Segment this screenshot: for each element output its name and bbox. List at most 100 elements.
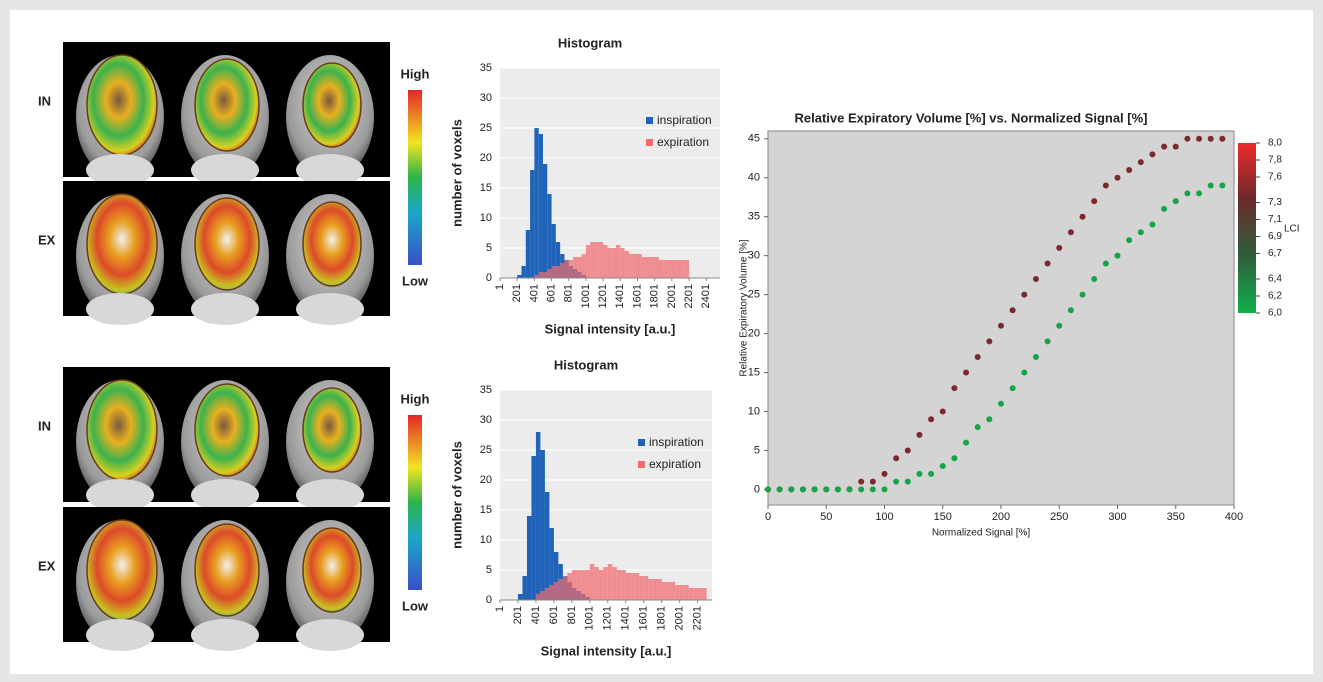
- histogram-bar: [634, 573, 640, 600]
- colorbar-tick-label: 7,3: [1268, 197, 1282, 208]
- scatter-point: [1207, 135, 1214, 142]
- legend-swatch: [638, 439, 645, 446]
- histogram-bar: [538, 272, 543, 278]
- scatter-point: [951, 455, 958, 462]
- lung-map: [194, 523, 260, 617]
- x-tick-label: 1801: [656, 606, 668, 630]
- scatter-point: [998, 400, 1004, 407]
- histogram-bar: [544, 492, 550, 600]
- scatter-point: [1091, 198, 1098, 205]
- scatter-point: [869, 478, 876, 485]
- legend-swatch: [646, 139, 653, 146]
- scatter-point: [893, 478, 900, 485]
- scatter-point: [1056, 322, 1063, 329]
- scatter-point: [1172, 198, 1179, 205]
- row-label: IN: [38, 418, 51, 433]
- scatter-point: [916, 431, 923, 438]
- histogram-bar: [598, 570, 604, 600]
- y-tick-label: 20: [748, 327, 760, 339]
- histogram-bar: [562, 576, 568, 600]
- histogram-bar: [616, 245, 621, 278]
- scatter-point: [893, 455, 900, 462]
- histogram-bar: [564, 260, 569, 278]
- histogram-bar: [540, 450, 545, 600]
- histogram-bar: [633, 254, 638, 278]
- y-tick-label: 20: [480, 152, 492, 164]
- histogram-bar: [571, 570, 577, 600]
- histogram-bar: [693, 588, 698, 600]
- histogram-bar: [684, 585, 689, 600]
- scatter-point: [823, 486, 830, 493]
- histogram-bar: [585, 245, 591, 278]
- lung-base: [296, 293, 364, 325]
- chart-title: Histogram: [558, 35, 622, 50]
- y-tick-label: 0: [486, 272, 492, 284]
- histogram-bar: [530, 170, 535, 278]
- x-tick-label: 2001: [666, 284, 678, 308]
- y-tick-label: 5: [486, 242, 492, 254]
- lung-base: [86, 479, 154, 511]
- x-axis-label: Signal intensity [a.u.]: [541, 643, 672, 658]
- histogram-bar: [534, 275, 539, 278]
- histogram-bar: [573, 257, 578, 278]
- histogram-bar: [581, 254, 586, 278]
- histogram-bar: [589, 564, 595, 600]
- scatter-point: [998, 322, 1004, 329]
- x-tick-label: 601: [548, 606, 560, 624]
- histogram-bar: [549, 528, 554, 600]
- x-tick-label: 50: [820, 511, 832, 523]
- y-tick-label: 0: [754, 483, 760, 495]
- histogram-bar: [547, 269, 552, 278]
- histogram-bar: [612, 567, 617, 600]
- histogram-bar: [648, 579, 653, 600]
- histogram-bar: [658, 260, 664, 278]
- legend-swatch: [638, 461, 645, 468]
- histogram-bar: [679, 585, 685, 600]
- histogram-bar: [576, 570, 581, 600]
- scatter-point: [1091, 276, 1098, 283]
- histogram-bar: [558, 579, 563, 600]
- histogram-bar: [620, 248, 625, 278]
- scatter-point: [1137, 229, 1144, 236]
- x-tick-label: 1001: [584, 606, 596, 630]
- legend-label: expiration: [657, 135, 709, 149]
- histogram-bar: [526, 516, 532, 600]
- histogram-bar: [654, 257, 659, 278]
- scatter-point: [974, 424, 981, 431]
- x-tick-label: 150: [934, 511, 952, 523]
- histogram-bar: [630, 573, 635, 600]
- scatter-point: [1126, 166, 1133, 173]
- scatter-point: [1102, 260, 1109, 267]
- scatter-point: [928, 416, 935, 423]
- colorbar-tick-label: 8,0: [1268, 138, 1282, 149]
- y-tick-label: 30: [480, 414, 492, 426]
- lung-base: [86, 154, 154, 186]
- y-tick-label: 35: [748, 211, 760, 223]
- x-tick-label: 2401: [700, 284, 712, 308]
- histogram-bar: [535, 432, 541, 600]
- histogram-bar: [652, 579, 658, 600]
- lung-map: [194, 383, 260, 477]
- y-tick-label: 10: [748, 405, 760, 417]
- histogram-bar: [628, 254, 634, 278]
- histogram-bar: [551, 266, 556, 278]
- histogram-bar: [542, 164, 548, 278]
- scatter-point: [1021, 369, 1028, 376]
- histogram-bar: [637, 254, 642, 278]
- histogram-bar: [666, 582, 671, 600]
- scatter-point: [1032, 276, 1039, 283]
- scatter-point: [1219, 135, 1226, 142]
- scatter-point: [1079, 213, 1086, 220]
- scatter-point: [1021, 291, 1028, 298]
- scatter-point: [928, 470, 935, 477]
- histogram-bar: [646, 257, 651, 278]
- histogram-bar: [555, 242, 561, 278]
- x-tick-label: 2201: [683, 284, 695, 308]
- scatter-point: [974, 353, 981, 360]
- histogram-bar: [607, 248, 612, 278]
- scatter-point: [1009, 307, 1016, 314]
- scatter-point: [939, 408, 946, 415]
- histogram-bar: [553, 582, 559, 600]
- histogram-bar: [555, 266, 561, 278]
